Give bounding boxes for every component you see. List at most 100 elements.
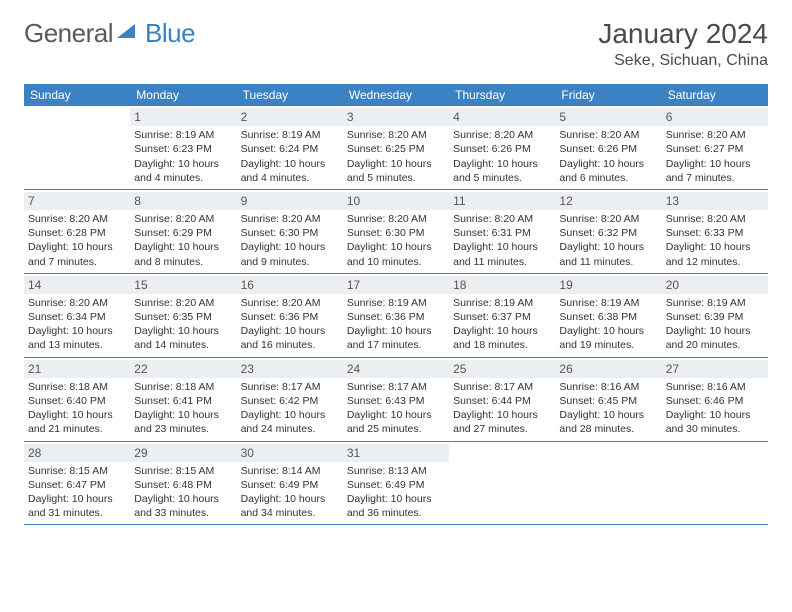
- cell-sunset: Sunset: 6:30 PM: [241, 226, 339, 240]
- cell-daylight1: Daylight: 10 hours: [453, 240, 551, 254]
- cell-daylight2: and 30 minutes.: [666, 422, 764, 436]
- day-number: 10: [343, 192, 449, 210]
- day-number: 5: [555, 108, 661, 126]
- day-number: 19: [555, 276, 661, 294]
- cell-sunrise: Sunrise: 8:13 AM: [347, 464, 445, 478]
- calendar-cell: 14 Sunrise: 8:20 AMSunset: 6:34 PMDayligh…: [24, 274, 130, 357]
- cell-sunrise: Sunrise: 8:19 AM: [134, 128, 232, 142]
- header: General Blue January 2024 Seke, Sichuan,…: [24, 18, 768, 70]
- calendar-cell: 22Sunrise: 8:18 AMSunset: 6:41 PMDayligh…: [130, 358, 236, 441]
- cell-sunset: Sunset: 6:37 PM: [453, 310, 551, 324]
- week-row: 14Sunrise: 8:20 AMSunset: 6:34 PMDayligh…: [24, 274, 768, 358]
- cell-sunset: Sunset: 6:40 PM: [28, 394, 126, 408]
- cell-sunrise: Sunrise: 8:20 AM: [347, 128, 445, 142]
- cell-daylight2: and 16 minutes.: [241, 338, 339, 352]
- cell-sunrise: Sunrise: 8:18 AM: [28, 380, 126, 394]
- calendar-cell: 20Sunrise: 8:19 AMSunset: 6:39 PMDayligh…: [662, 274, 768, 357]
- calendar-page: General Blue January 2024 Seke, Sichuan,…: [0, 0, 792, 543]
- cell-sunset: Sunset: 6:30 PM: [347, 226, 445, 240]
- cell-sunset: Sunset: 6:41 PM: [134, 394, 232, 408]
- day-number: 18: [449, 276, 555, 294]
- calendar-cell: 5Sunrise: 8:20 AMSunset: 6:26 PMDaylight…: [555, 106, 661, 189]
- cell-daylight1: Daylight: 10 hours: [28, 324, 126, 338]
- cell-sunset: Sunset: 6:34 PM: [28, 310, 126, 324]
- cell-sunset: Sunset: 6:26 PM: [559, 142, 657, 156]
- cell-sunset: Sunset: 6:36 PM: [347, 310, 445, 324]
- cell-daylight1: Daylight: 10 hours: [347, 324, 445, 338]
- day-number: 1: [130, 108, 236, 126]
- cell-daylight1: Daylight: 10 hours: [28, 408, 126, 422]
- calendar-cell: 11Sunrise: 8:20 AMSunset: 6:31 PMDayligh…: [449, 190, 555, 273]
- cell-sunset: Sunset: 6:35 PM: [134, 310, 232, 324]
- month-title: January 2024: [598, 18, 768, 50]
- cell-sunset: Sunset: 6:24 PM: [241, 142, 339, 156]
- cell-sunset: Sunset: 6:48 PM: [134, 478, 232, 492]
- day-header: Saturday: [662, 84, 768, 106]
- cell-daylight2: and 20 minutes.: [666, 338, 764, 352]
- cell-daylight2: and 33 minutes.: [134, 506, 232, 520]
- cell-sunset: Sunset: 6:39 PM: [666, 310, 764, 324]
- cell-daylight2: and 23 minutes.: [134, 422, 232, 436]
- calendar-cell: 9Sunrise: 8:20 AMSunset: 6:30 PMDaylight…: [237, 190, 343, 273]
- cell-sunset: Sunset: 6:27 PM: [666, 142, 764, 156]
- cell-daylight1: Daylight: 10 hours: [666, 157, 764, 171]
- calendar-cell: [555, 442, 661, 525]
- cell-sunrise: Sunrise: 8:14 AM: [241, 464, 339, 478]
- cell-sunrise: Sunrise: 8:20 AM: [666, 212, 764, 226]
- day-number: 15: [130, 276, 236, 294]
- calendar-cell: 13Sunrise: 8:20 AMSunset: 6:33 PMDayligh…: [662, 190, 768, 273]
- calendar-cell: 12Sunrise: 8:20 AMSunset: 6:32 PMDayligh…: [555, 190, 661, 273]
- cell-daylight2: and 25 minutes.: [347, 422, 445, 436]
- logo: General Blue: [24, 18, 195, 49]
- cell-daylight2: and 11 minutes.: [453, 255, 551, 269]
- cell-daylight1: Daylight: 10 hours: [347, 408, 445, 422]
- calendar-cell: 29Sunrise: 8:15 AMSunset: 6:48 PMDayligh…: [130, 442, 236, 525]
- calendar-cell: 18Sunrise: 8:19 AMSunset: 6:37 PMDayligh…: [449, 274, 555, 357]
- cell-daylight2: and 6 minutes.: [559, 171, 657, 185]
- calendar-cell: [449, 442, 555, 525]
- cell-sunset: Sunset: 6:43 PM: [347, 394, 445, 408]
- calendar-cell: [662, 442, 768, 525]
- cell-sunrise: Sunrise: 8:19 AM: [666, 296, 764, 310]
- cell-daylight1: Daylight: 10 hours: [134, 157, 232, 171]
- calendar-cell: 1Sunrise: 8:19 AMSunset: 6:23 PMDaylight…: [130, 106, 236, 189]
- logo-text-gray: General: [24, 18, 113, 49]
- cell-sunrise: Sunrise: 8:20 AM: [134, 212, 232, 226]
- day-number: 14: [24, 276, 130, 294]
- cell-sunset: Sunset: 6:28 PM: [28, 226, 126, 240]
- cell-sunrise: Sunrise: 8:20 AM: [666, 128, 764, 142]
- day-number: 30: [237, 444, 343, 462]
- calendar-cell: 8Sunrise: 8:20 AMSunset: 6:29 PMDaylight…: [130, 190, 236, 273]
- cell-sunset: Sunset: 6:32 PM: [559, 226, 657, 240]
- cell-sunset: Sunset: 6:45 PM: [559, 394, 657, 408]
- logo-triangle-icon: [115, 20, 137, 47]
- calendar-cell: 30Sunrise: 8:14 AMSunset: 6:49 PMDayligh…: [237, 442, 343, 525]
- cell-sunrise: Sunrise: 8:20 AM: [28, 212, 126, 226]
- week-row: 1Sunrise: 8:19 AMSunset: 6:23 PMDaylight…: [24, 106, 768, 190]
- cell-daylight2: and 7 minutes.: [28, 255, 126, 269]
- calendar-grid: SundayMondayTuesdayWednesdayThursdayFrid…: [24, 84, 768, 525]
- cell-daylight1: Daylight: 10 hours: [134, 492, 232, 506]
- calendar-cell: 28Sunrise: 8:15 AMSunset: 6:47 PMDayligh…: [24, 442, 130, 525]
- calendar-cell: 6Sunrise: 8:20 AMSunset: 6:27 PMDaylight…: [662, 106, 768, 189]
- cell-sunrise: Sunrise: 8:15 AM: [28, 464, 126, 478]
- calendar-cell: 27Sunrise: 8:16 AMSunset: 6:46 PMDayligh…: [662, 358, 768, 441]
- cell-daylight2: and 21 minutes.: [28, 422, 126, 436]
- day-number: 20: [662, 276, 768, 294]
- day-number: 26: [555, 360, 661, 378]
- cell-daylight2: and 34 minutes.: [241, 506, 339, 520]
- cell-sunrise: Sunrise: 8:16 AM: [559, 380, 657, 394]
- day-number: 12: [555, 192, 661, 210]
- cell-daylight1: Daylight: 10 hours: [666, 408, 764, 422]
- cell-daylight1: Daylight: 10 hours: [453, 324, 551, 338]
- day-number: 9: [237, 192, 343, 210]
- calendar-cell: 10Sunrise: 8:20 AMSunset: 6:30 PMDayligh…: [343, 190, 449, 273]
- day-header: Thursday: [449, 84, 555, 106]
- cell-daylight2: and 31 minutes.: [28, 506, 126, 520]
- cell-daylight2: and 24 minutes.: [241, 422, 339, 436]
- cell-daylight1: Daylight: 10 hours: [559, 408, 657, 422]
- day-number: 8: [130, 192, 236, 210]
- cell-daylight1: Daylight: 10 hours: [559, 157, 657, 171]
- cell-daylight2: and 5 minutes.: [453, 171, 551, 185]
- cell-sunrise: Sunrise: 8:20 AM: [28, 296, 126, 310]
